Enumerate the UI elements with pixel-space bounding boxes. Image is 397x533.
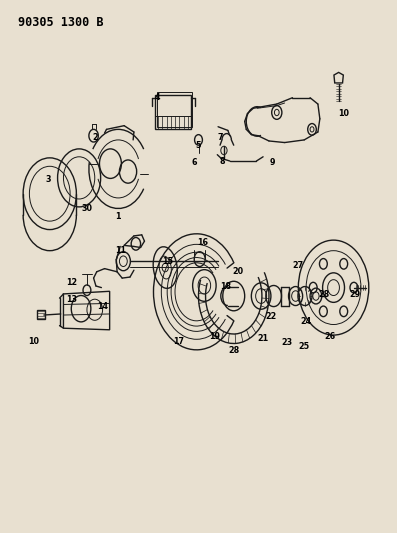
Text: 7: 7 (217, 133, 223, 142)
Text: 22: 22 (265, 312, 277, 321)
Text: 18: 18 (220, 282, 231, 291)
Text: 19: 19 (209, 332, 220, 341)
Text: 2: 2 (92, 133, 98, 142)
Text: 8: 8 (219, 157, 225, 166)
Text: 90305 1300 B: 90305 1300 B (18, 16, 104, 29)
Text: 21: 21 (258, 334, 269, 343)
Text: 1: 1 (116, 212, 121, 221)
Text: 11: 11 (115, 246, 126, 255)
Text: 10: 10 (338, 109, 349, 118)
Text: 24: 24 (301, 317, 312, 326)
Text: 30: 30 (81, 204, 93, 213)
Text: 16: 16 (197, 238, 208, 247)
Text: 13: 13 (66, 295, 77, 304)
Text: 15: 15 (162, 257, 173, 266)
Text: 28: 28 (318, 290, 330, 299)
Text: 3: 3 (45, 175, 50, 184)
Text: 10: 10 (29, 337, 40, 346)
Text: 27: 27 (293, 261, 304, 270)
Text: 29: 29 (349, 290, 360, 299)
Text: 25: 25 (299, 342, 310, 351)
Text: 17: 17 (173, 337, 185, 346)
Text: 23: 23 (281, 338, 292, 348)
Text: 6: 6 (192, 158, 197, 167)
Text: 26: 26 (324, 332, 335, 341)
Text: 14: 14 (97, 302, 108, 311)
Text: 9: 9 (270, 158, 276, 167)
Text: 5: 5 (196, 141, 201, 150)
Text: 12: 12 (66, 278, 77, 287)
Text: 20: 20 (232, 267, 243, 276)
Text: 4: 4 (155, 93, 160, 102)
Text: 28: 28 (228, 346, 239, 356)
